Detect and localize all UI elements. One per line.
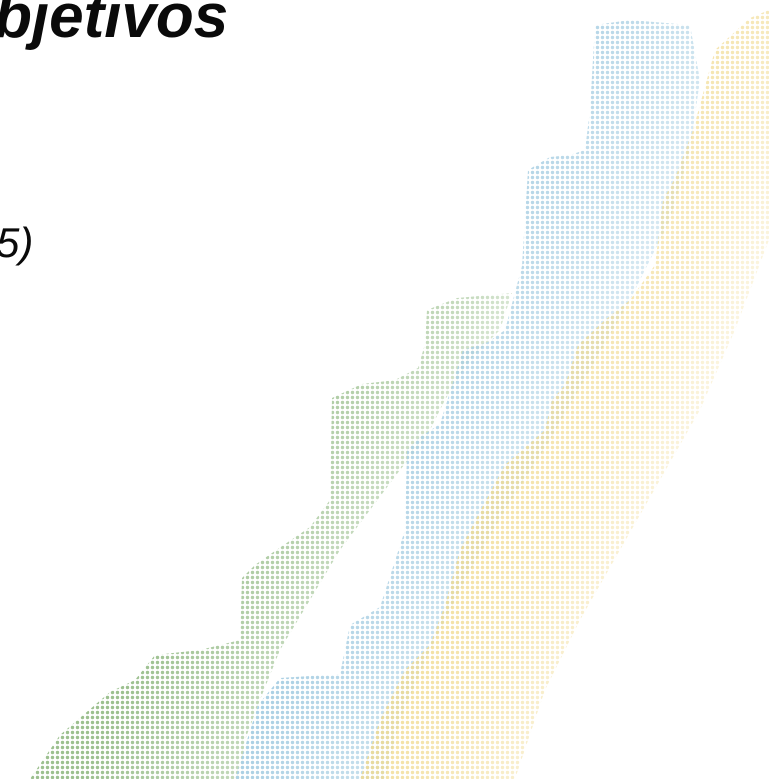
blue-band [235,20,700,779]
slide-subheading: 5) [0,219,34,266]
slide-heading: bjetivos [0,0,229,51]
yellow-band [360,10,769,779]
green-band [30,293,512,779]
